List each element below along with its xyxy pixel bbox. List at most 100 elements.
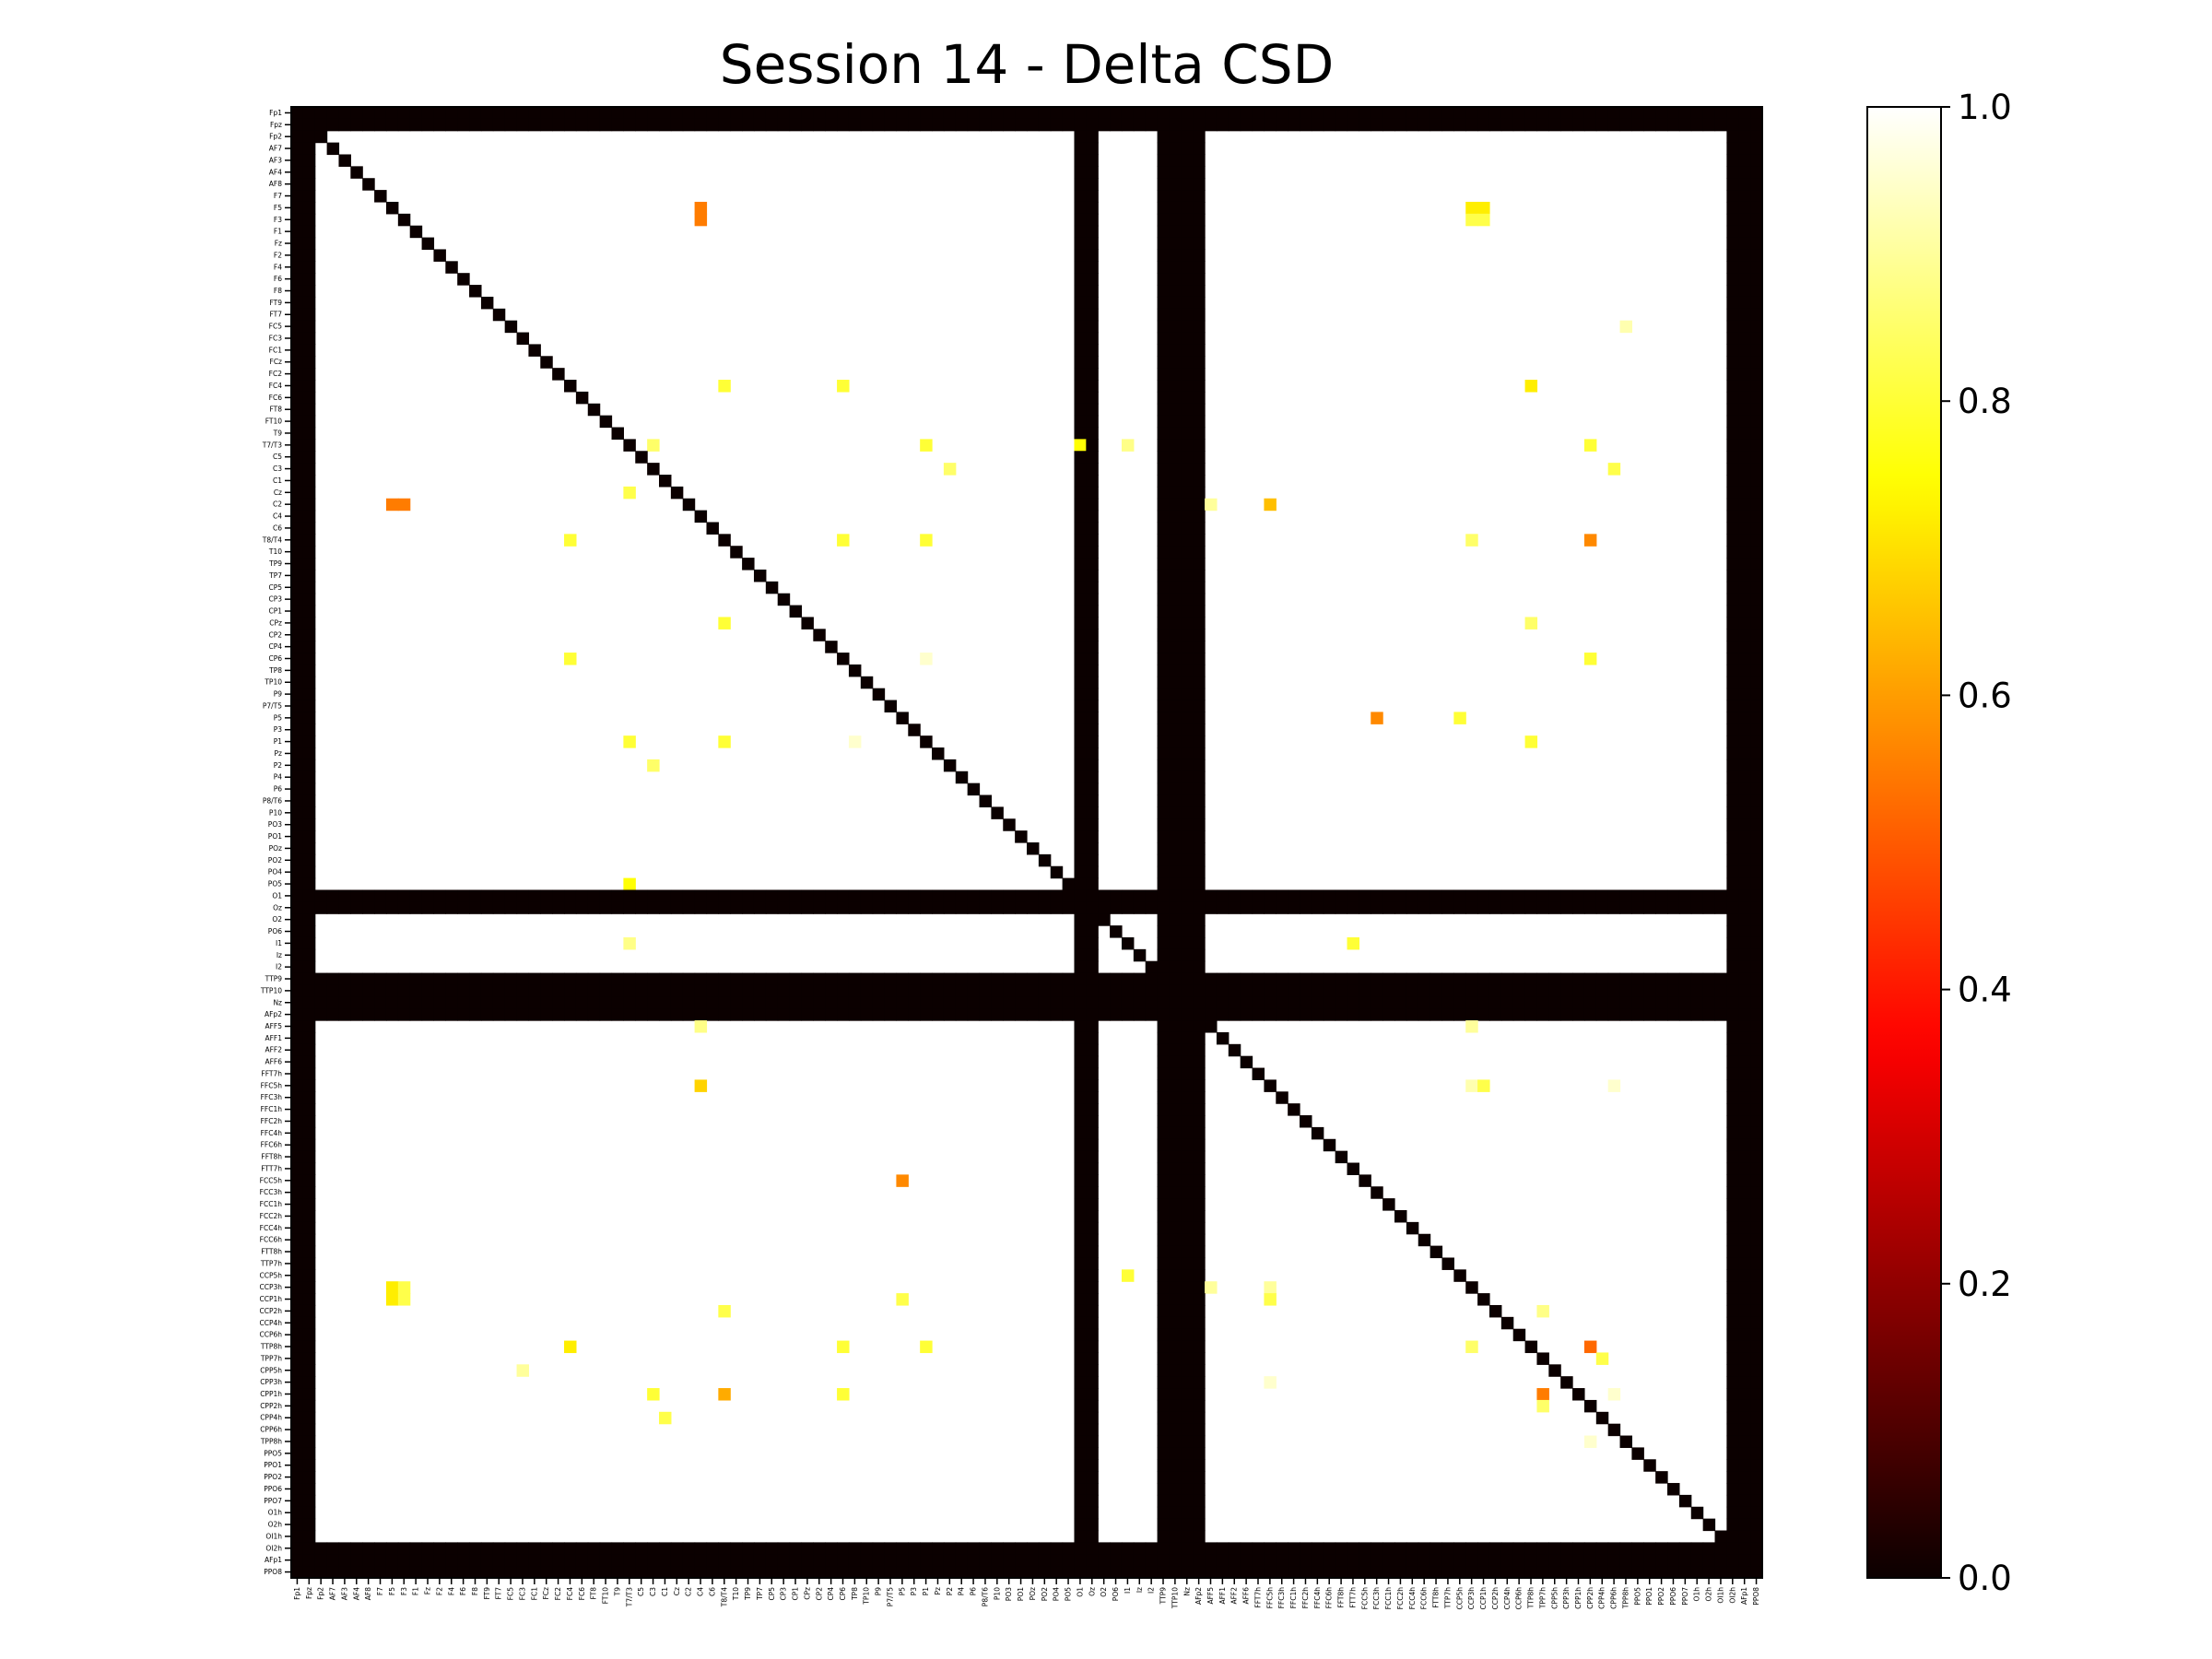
heatmap-cell bbox=[516, 972, 530, 986]
heatmap-cell bbox=[291, 451, 304, 464]
heatmap-cell bbox=[291, 1150, 304, 1164]
heatmap-cell bbox=[302, 415, 316, 429]
heatmap-cell bbox=[1157, 1483, 1171, 1496]
heatmap-cell bbox=[1193, 166, 1206, 179]
heatmap-cell bbox=[1548, 1364, 1561, 1377]
heatmap-cell bbox=[1300, 972, 1312, 986]
heatmap-cell bbox=[1750, 1554, 1763, 1567]
heatmap-cell bbox=[1607, 984, 1621, 997]
heatmap-cell bbox=[932, 1566, 945, 1579]
heatmap-cell bbox=[801, 1542, 814, 1555]
heatmap-cell bbox=[1738, 653, 1751, 665]
heatmap-cell bbox=[1750, 1304, 1763, 1318]
heatmap-cell bbox=[777, 1554, 791, 1567]
heatmap-cell bbox=[1394, 889, 1407, 902]
heatmap-cell bbox=[1193, 273, 1206, 286]
heatmap-cell bbox=[302, 617, 316, 629]
y-tick-label: C2 bbox=[273, 500, 282, 509]
heatmap-cell bbox=[1441, 984, 1454, 997]
heatmap-cell bbox=[623, 1566, 636, 1579]
heatmap-cell bbox=[742, 984, 755, 997]
heatmap-cell bbox=[1098, 1554, 1111, 1567]
heatmap-cell bbox=[302, 1376, 316, 1389]
heatmap-cell bbox=[1500, 107, 1514, 120]
heatmap-cell bbox=[1335, 1542, 1348, 1555]
heatmap-cell bbox=[1086, 1304, 1099, 1318]
heatmap-cell bbox=[409, 901, 423, 914]
heatmap-cell bbox=[1038, 853, 1052, 867]
heatmap-cell bbox=[682, 901, 696, 914]
heatmap-cell bbox=[291, 653, 304, 665]
heatmap-cell bbox=[991, 107, 1004, 120]
heatmap-cell bbox=[1619, 107, 1633, 120]
heatmap-cell bbox=[1086, 225, 1099, 239]
heatmap-cell bbox=[1193, 107, 1206, 120]
heatmap-cell bbox=[1193, 1376, 1206, 1389]
heatmap-cell bbox=[611, 901, 624, 914]
heatmap-cell bbox=[504, 1554, 518, 1567]
heatmap-cell bbox=[1193, 1494, 1206, 1508]
heatmap-cell bbox=[1145, 984, 1159, 997]
heatmap-cell bbox=[1738, 380, 1751, 393]
heatmap-cell bbox=[1453, 1566, 1466, 1579]
heatmap-cell bbox=[552, 901, 565, 914]
heatmap-cell bbox=[1145, 1008, 1159, 1021]
heatmap-cell bbox=[1690, 889, 1704, 902]
x-tick-label: FFC6h bbox=[1325, 1587, 1334, 1609]
heatmap-cell bbox=[492, 107, 506, 120]
heatmap-cell bbox=[1181, 794, 1194, 807]
heatmap-cell bbox=[1240, 984, 1253, 997]
heatmap-cell bbox=[1726, 1079, 1739, 1092]
heatmap-cell bbox=[611, 889, 624, 902]
heatmap-cell bbox=[1750, 463, 1763, 476]
heatmap-cell bbox=[1181, 1091, 1194, 1104]
heatmap-cell bbox=[1726, 1150, 1739, 1164]
heatmap-cell bbox=[1015, 1008, 1028, 1021]
heatmap-cell bbox=[291, 1293, 304, 1306]
heatmap-cell bbox=[1157, 936, 1171, 950]
heatmap-cell bbox=[385, 498, 399, 512]
heatmap-cell bbox=[1181, 1423, 1194, 1437]
heatmap-cell bbox=[1738, 320, 1751, 334]
heatmap-cell bbox=[480, 296, 494, 310]
y-tick-label: Oz bbox=[273, 903, 282, 912]
heatmap-cell bbox=[291, 486, 304, 500]
heatmap-cell bbox=[789, 1542, 803, 1555]
heatmap-cell bbox=[1418, 996, 1431, 1009]
heatmap-cell bbox=[1726, 1031, 1739, 1045]
heatmap-cell bbox=[1169, 925, 1182, 938]
heatmap-cell bbox=[1738, 889, 1751, 902]
heatmap-cell bbox=[1074, 913, 1087, 926]
y-tick-label: F6 bbox=[274, 275, 282, 283]
heatmap-cell bbox=[659, 118, 672, 132]
heatmap-cell bbox=[1382, 1542, 1395, 1555]
heatmap-cell bbox=[955, 1542, 969, 1555]
heatmap-cell bbox=[1157, 1352, 1171, 1365]
heatmap-cell bbox=[302, 1542, 316, 1555]
heatmap-cell bbox=[291, 1423, 304, 1437]
heatmap-cell bbox=[1181, 1043, 1194, 1057]
heatmap-cell bbox=[1619, 1554, 1633, 1567]
y-tick-label: FT7 bbox=[269, 311, 282, 319]
heatmap-cell bbox=[1169, 830, 1182, 843]
heatmap-cell bbox=[1702, 901, 1716, 914]
heatmap-cell bbox=[1548, 107, 1561, 120]
heatmap-cell bbox=[1750, 249, 1763, 262]
heatmap-cell bbox=[1512, 107, 1526, 120]
heatmap-cell bbox=[1181, 451, 1194, 464]
heatmap-cell bbox=[1477, 1293, 1490, 1306]
heatmap-cell bbox=[718, 735, 731, 748]
heatmap-cell bbox=[670, 889, 684, 902]
y-tick-label: TTP7h bbox=[260, 1259, 282, 1267]
heatmap-cell bbox=[1169, 1245, 1182, 1259]
heatmap-cell bbox=[1583, 996, 1597, 1009]
heatmap-cell bbox=[896, 118, 909, 132]
heatmap-cell bbox=[540, 1008, 553, 1021]
heatmap-cell bbox=[1169, 641, 1182, 653]
heatmap-cell bbox=[1488, 972, 1502, 986]
heatmap-cell bbox=[1738, 403, 1751, 417]
heatmap-cell bbox=[742, 118, 755, 132]
heatmap-cell bbox=[670, 107, 684, 120]
colorbar-tick-label: 0.8 bbox=[1958, 382, 2012, 421]
heatmap-cell bbox=[1453, 984, 1466, 997]
